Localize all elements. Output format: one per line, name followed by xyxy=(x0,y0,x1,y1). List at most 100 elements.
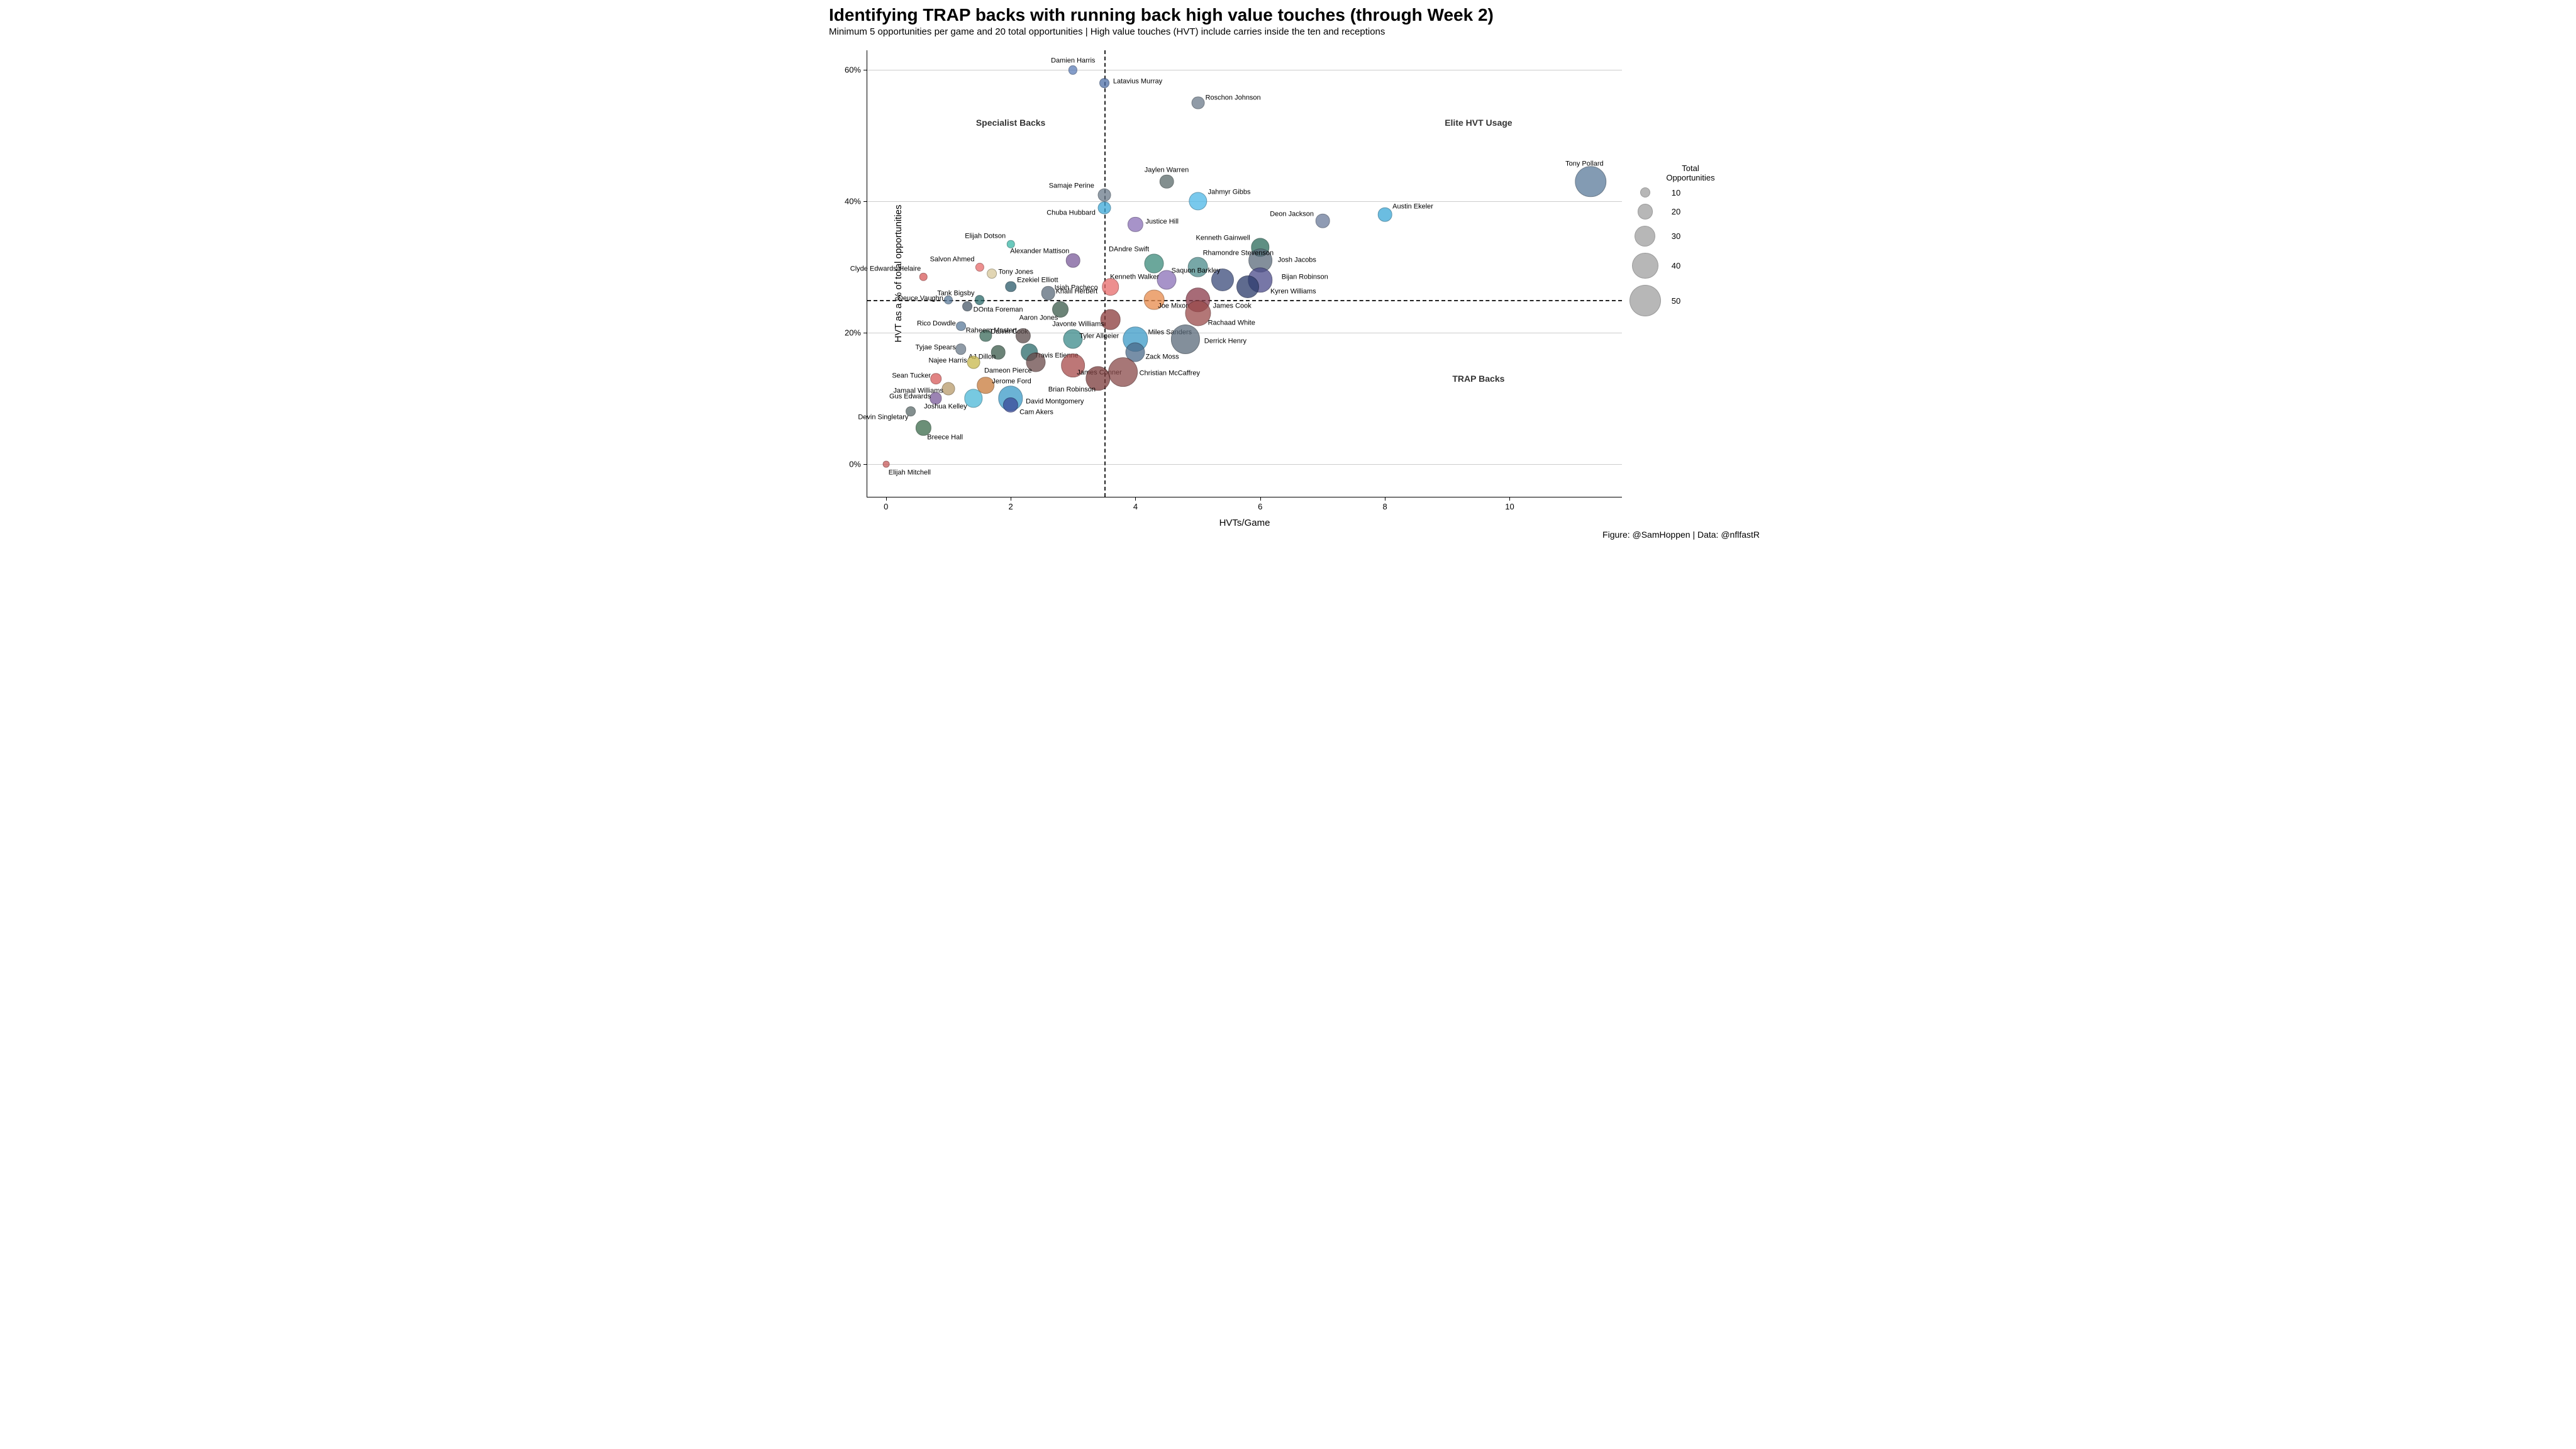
quadrant-label: TRAP Backs xyxy=(1452,374,1504,384)
point-label: Josh Jacobs xyxy=(1278,257,1316,264)
data-point xyxy=(1144,289,1165,310)
point-label: Jerome Ford xyxy=(992,378,1031,385)
y-axis-label: HVT as a % of total opportunities xyxy=(893,204,904,342)
data-point xyxy=(1160,175,1174,189)
data-point xyxy=(944,296,953,304)
x-tick-mark xyxy=(886,497,887,501)
point-label: Javonte Williams xyxy=(1052,321,1104,328)
x-tick-label: 6 xyxy=(1258,502,1262,511)
quadrant-label: Specialist Backs xyxy=(976,118,1046,128)
scatter-chart-container: Identifying TRAP backs with running back… xyxy=(810,0,1766,541)
data-point xyxy=(1041,286,1055,301)
data-point xyxy=(967,356,980,369)
point-label: James Cook xyxy=(1213,303,1252,309)
point-label: Joshua Kelley xyxy=(924,404,967,411)
data-point xyxy=(975,295,985,305)
data-point xyxy=(1097,188,1111,201)
data-point xyxy=(930,392,941,404)
legend-swatch xyxy=(1632,253,1658,279)
legend-label: 30 xyxy=(1672,231,1680,241)
point-label: David Montgomery xyxy=(1026,399,1084,406)
point-label: Cam Akers xyxy=(1019,409,1053,416)
x-tick-label: 4 xyxy=(1133,502,1138,511)
legend-swatch xyxy=(1640,187,1650,197)
y-tick-label: 20% xyxy=(845,328,861,337)
data-point xyxy=(1171,325,1200,353)
x-tick-mark xyxy=(1260,497,1261,501)
x-axis-label: HVTs/Game xyxy=(1219,518,1270,528)
point-label: Aaron Jones xyxy=(1019,315,1058,322)
data-point xyxy=(1061,353,1085,377)
point-label: Samaje Perine xyxy=(1049,182,1094,189)
legend-item: 50 xyxy=(1634,285,1747,316)
x-tick-label: 10 xyxy=(1505,502,1514,511)
data-point xyxy=(1185,300,1211,326)
legend-label: 50 xyxy=(1672,296,1680,306)
point-label: Tony Pollard xyxy=(1565,160,1604,167)
data-point xyxy=(906,406,916,416)
data-point xyxy=(1007,240,1015,248)
data-point xyxy=(1100,309,1121,330)
point-label: Rico Dowdle xyxy=(917,320,956,327)
point-label: Tyler Allgeier xyxy=(1079,333,1119,340)
point-label: Alexander Mattison xyxy=(1010,248,1069,255)
legend-item: 20 xyxy=(1634,204,1747,219)
point-label: Jahmyr Gibbs xyxy=(1208,189,1251,196)
legend-label: 10 xyxy=(1672,188,1680,197)
point-label: Brian Robinson xyxy=(1048,387,1096,394)
data-point xyxy=(987,269,997,279)
legend-item: 40 xyxy=(1634,253,1747,279)
data-point xyxy=(964,389,982,408)
data-point xyxy=(975,262,984,271)
point-label: Justice Hill xyxy=(1145,218,1179,225)
point-label: Kenneth Gainwell xyxy=(1196,235,1250,242)
point-label: Elijah Mitchell xyxy=(889,469,931,476)
point-label: Roschon Johnson xyxy=(1206,94,1261,101)
data-point xyxy=(1189,192,1207,210)
data-point xyxy=(882,460,889,467)
point-label: Rachaad White xyxy=(1208,319,1255,326)
data-point xyxy=(1211,269,1234,291)
data-point xyxy=(1236,275,1259,298)
chart-subtitle: Minimum 5 opportunities per game and 20 … xyxy=(829,26,1385,37)
legend-item: 30 xyxy=(1634,226,1747,247)
data-point xyxy=(1005,281,1016,292)
data-point xyxy=(1191,96,1204,109)
data-point xyxy=(1575,166,1606,197)
legend-swatch xyxy=(1638,204,1653,219)
data-point xyxy=(1378,208,1392,222)
legend-swatch xyxy=(1629,285,1661,316)
x-tick-label: 2 xyxy=(1008,502,1013,511)
data-point xyxy=(1145,254,1164,274)
data-point xyxy=(962,301,972,311)
point-label: Devin Singletary xyxy=(858,414,908,421)
x-tick-label: 8 xyxy=(1383,502,1387,511)
data-point xyxy=(955,343,967,355)
y-tick-mark xyxy=(863,464,867,465)
data-point xyxy=(1066,253,1080,268)
point-label: Breece Hall xyxy=(927,435,963,441)
point-label: Bijan Robinson xyxy=(1282,274,1328,281)
data-point xyxy=(916,420,931,435)
point-label: DOnta Foreman xyxy=(974,307,1023,314)
point-label: Khalil Herbert xyxy=(1056,289,1098,296)
x-tick-mark xyxy=(1509,497,1510,501)
data-point xyxy=(956,321,966,331)
legend-item: 10 xyxy=(1634,187,1747,197)
x-tick-mark xyxy=(1135,497,1136,501)
data-point xyxy=(1128,217,1143,232)
data-point xyxy=(980,330,992,342)
data-point xyxy=(1316,214,1330,228)
point-label: Najee Harris xyxy=(928,357,967,364)
reference-line-vertical xyxy=(1104,50,1106,497)
data-point xyxy=(1069,65,1077,74)
data-point xyxy=(930,373,941,384)
y-tick-label: 0% xyxy=(849,459,861,469)
point-label: Christian McCaffrey xyxy=(1140,370,1200,377)
legend-label: 40 xyxy=(1672,261,1680,270)
chart-title: Identifying TRAP backs with running back… xyxy=(829,5,1494,25)
data-point xyxy=(919,273,928,281)
point-label: Tyjae Spears xyxy=(916,345,956,352)
legend-swatch xyxy=(1635,226,1655,247)
data-point xyxy=(1063,330,1083,349)
